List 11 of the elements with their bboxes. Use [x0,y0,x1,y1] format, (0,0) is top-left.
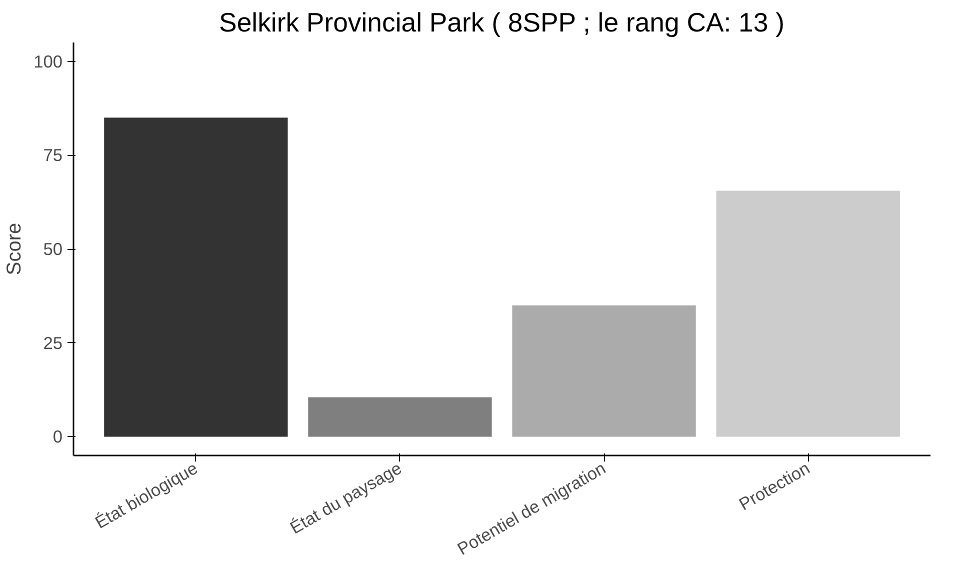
bar [716,190,900,437]
y-tick-label: 0 [52,426,63,447]
y-tick-label: 100 [34,51,63,72]
bar [104,118,288,437]
bar [512,305,696,437]
chart-title: Selkirk Provincial Park ( 8SPP ; le rang CA: 13 ) [219,8,784,38]
y-tick-label: 75 [43,145,63,166]
bar [308,397,492,437]
y-axis-title: Score [4,222,26,276]
y-tick-label: 25 [43,332,63,353]
y-tick-label: 50 [43,239,63,259]
